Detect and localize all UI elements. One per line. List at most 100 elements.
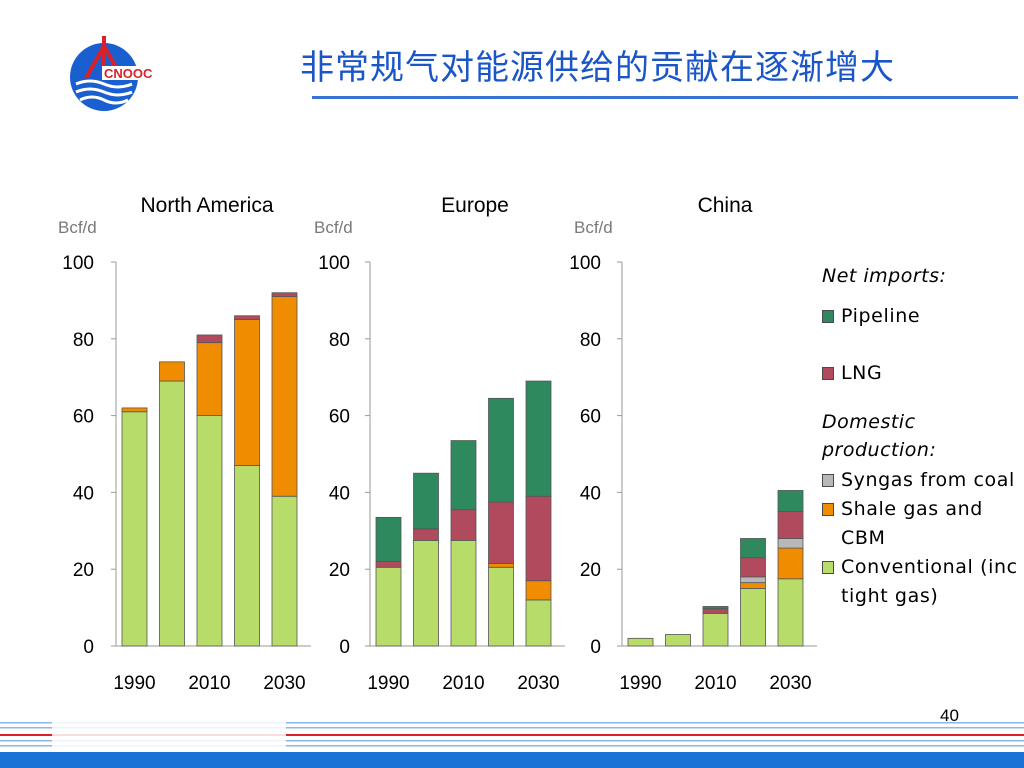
y-tick-label-2: 60 — [580, 407, 601, 428]
bar-lng-2010 — [702, 608, 729, 614]
legend-swatch-conventional — [822, 561, 834, 574]
x-tick-label-2010: 2010 — [694, 673, 736, 694]
legend-swatch-shale — [822, 503, 834, 516]
legend-item-shale: Shale gas and CBM — [822, 495, 1022, 553]
bar-lng-2030 — [271, 292, 298, 297]
bar-pipeline-2030 — [525, 380, 552, 497]
legend-heading-domestic: Domestic production: — [822, 411, 937, 461]
bar-shale-1990 — [121, 407, 148, 413]
y-tick-label-1: 0 — [339, 637, 350, 658]
y-unit-label-0: Bcf/d — [58, 218, 97, 237]
x-tick-label-1990: 1990 — [113, 673, 155, 694]
bar-shale-2000 — [159, 361, 185, 382]
bar-conventional-1990 — [375, 566, 402, 647]
y-tick-label-1: 20 — [329, 560, 350, 581]
y-tick-label-1: 40 — [329, 483, 350, 504]
y-tick-label-2: 40 — [580, 483, 601, 504]
bar-pipeline-2030 — [777, 490, 804, 513]
bar-conventional-2020 — [488, 566, 514, 647]
bar-conventional-2020 — [740, 588, 766, 647]
bar-lng-2010 — [196, 334, 223, 344]
slide-title: 非常规气对能源供给的贡献在逐渐增大 — [300, 48, 895, 88]
y-tick-label-0: 0 — [83, 637, 94, 658]
legend-item-pipeline: Pipeline — [822, 302, 1022, 331]
x-tick-label-2030: 2030 — [263, 673, 305, 694]
legend-swatch-lng — [822, 367, 834, 380]
page-number: 40 — [940, 706, 959, 725]
y-tick-label-0: 40 — [73, 483, 94, 504]
bar-shale-2030 — [271, 296, 298, 497]
bar-shale-2010 — [196, 342, 223, 417]
bar-conventional-2010 — [702, 612, 729, 647]
logo-text: CNOOC — [104, 66, 153, 81]
bar-pipeline-2020 — [488, 397, 514, 503]
legend-item-conventional: Conventional (inc tight gas) — [822, 553, 1022, 611]
legend-label-syngas: Syngas from coal — [841, 469, 1015, 491]
chart-title-1: Europe — [441, 194, 509, 217]
legend-label-conventional: Conventional (inc tight gas) — [841, 556, 1018, 607]
y-unit-label-2: Bcf/d — [574, 218, 613, 237]
y-tick-label-2: 0 — [590, 637, 601, 658]
x-tick-label-2010: 2010 — [188, 673, 230, 694]
bar-conventional-2030 — [525, 599, 552, 647]
footer-decoration — [0, 718, 1024, 768]
y-tick-label-2: 20 — [580, 560, 601, 581]
bar-shale-2020 — [740, 582, 766, 589]
y-tick-label-2: 100 — [569, 253, 601, 274]
y-tick-label-1: 80 — [329, 330, 350, 351]
y-tick-label-0: 60 — [73, 407, 94, 428]
bar-pipeline-1990 — [375, 516, 402, 562]
bar-shale-2020 — [234, 319, 260, 466]
bar-conventional-2000 — [413, 540, 439, 647]
bar-conventional-2030 — [271, 495, 298, 647]
bar-conventional-2000 — [665, 634, 691, 647]
x-tick-label-1990: 1990 — [367, 673, 409, 694]
bar-shale-2030 — [525, 580, 552, 601]
x-tick-label-2030: 2030 — [517, 673, 559, 694]
chart-title-0: North America — [140, 194, 273, 217]
bar-lng-2020 — [740, 557, 766, 578]
company-logo: CNOOC — [70, 36, 164, 111]
bar-shale-2020 — [488, 563, 514, 568]
legend-label-lng: LNG — [841, 362, 883, 384]
chart-title-2: China — [698, 194, 753, 217]
bar-lng-2020 — [488, 501, 514, 564]
legend-item-lng: LNG — [822, 359, 1022, 388]
y-tick-label-0: 20 — [73, 560, 94, 581]
y-unit-label-1: Bcf/d — [314, 218, 353, 237]
legend-swatch-syngas — [822, 474, 834, 487]
y-tick-label-0: 100 — [62, 253, 94, 274]
bar-conventional-2000 — [159, 380, 185, 647]
bar-shale-2030 — [777, 547, 804, 580]
bar-conventional-2030 — [777, 578, 804, 647]
bar-pipeline-2020 — [740, 538, 766, 559]
y-tick-label-1: 60 — [329, 407, 350, 428]
bar-lng-2030 — [525, 495, 552, 582]
x-tick-label-1990: 1990 — [619, 673, 661, 694]
bar-pipeline-2010 — [450, 440, 477, 511]
legend-label-pipeline: Pipeline — [841, 305, 921, 327]
y-tick-label-0: 80 — [73, 330, 94, 351]
bar-lng-1990 — [375, 561, 402, 568]
legend-swatch-pipeline — [822, 310, 834, 323]
y-tick-label-2: 80 — [580, 330, 601, 351]
title-divider — [312, 96, 1018, 99]
bar-conventional-1990 — [121, 411, 148, 647]
bar-syngas-2020 — [740, 576, 766, 584]
bar-pipeline-2010 — [702, 606, 729, 610]
bar-pipeline-2000 — [413, 472, 439, 530]
bar-conventional-2020 — [234, 465, 260, 647]
bar-lng-2000 — [413, 528, 439, 541]
x-tick-label-2030: 2030 — [769, 673, 811, 694]
chart-legend: Net imports: Pipeline LNG Domestic produ… — [822, 262, 1022, 611]
legend-label-shale: Shale gas and CBM — [841, 498, 983, 549]
bar-syngas-2030 — [777, 538, 804, 549]
bar-lng-2010 — [450, 509, 477, 541]
bar-lng-2030 — [777, 511, 804, 539]
bar-conventional-2010 — [450, 540, 477, 647]
bar-conventional-2010 — [196, 415, 223, 647]
x-tick-label-2010: 2010 — [442, 673, 484, 694]
bar-conventional-1990 — [627, 637, 654, 647]
legend-item-syngas: Syngas from coal — [822, 466, 1022, 495]
